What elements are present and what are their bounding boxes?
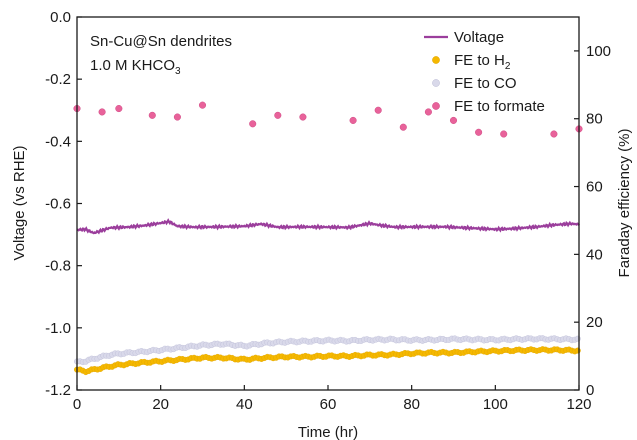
legend-marker-fe-to-formate — [432, 102, 440, 110]
x-tick-label-0: 0 — [73, 396, 81, 413]
y-right-tick-label-80: 80 — [586, 111, 603, 128]
y-axis-left-label: Voltage (vs RHE) — [11, 145, 28, 260]
annotation: Sn-Cu@Sn dendrites 1.0 M KHCO3 — [90, 33, 232, 77]
point-fe-to-formate-3 — [148, 111, 156, 119]
series-fe-to-h2 — [73, 346, 581, 376]
legend-label-fe-to-h: FE to H2 — [454, 52, 511, 72]
legend-label-fe-to-co: FE to CO — [454, 75, 517, 92]
series-fe-to-formate — [73, 101, 583, 138]
series-voltage-line — [76, 218, 580, 235]
legend-marker-fe-to-co — [432, 79, 440, 87]
y-axis-right-label: Faraday efficiency (%) — [616, 129, 633, 278]
y-left-tick-label--0.2: -0.2 — [45, 71, 71, 88]
y-left-tick-label--0.8: -0.8 — [45, 258, 71, 275]
y-left-tick-label-0: 0.0 — [50, 9, 71, 26]
point-fe-to-formate-7 — [274, 111, 282, 119]
point-fe-to-h2-171 — [574, 347, 581, 354]
plot-marks — [73, 101, 583, 376]
point-fe-to-formate-10 — [374, 106, 382, 114]
point-fe-to-formate-14 — [475, 128, 483, 136]
point-fe-to-formate-9 — [349, 116, 357, 124]
x-tick-label-80: 80 — [403, 396, 420, 413]
annotation-subscript: 3 — [175, 66, 181, 77]
x-tick-label-120: 120 — [566, 396, 591, 413]
x-tick-label-20: 20 — [152, 396, 169, 413]
point-fe-to-formate-5 — [198, 101, 207, 109]
point-fe-to-formate-2 — [115, 105, 123, 113]
axes: 0 20 40 60 80 100 120 0.0 -0.2 -0.4 -0.6 -0.8 -1.0 -1… — [45, 9, 611, 413]
y-right-tick-label-20: 20 — [586, 314, 603, 331]
point-fe-to-formate-16 — [550, 130, 558, 138]
point-fe-to-formate-13 — [449, 116, 458, 124]
x-tick-label-40: 40 — [236, 396, 253, 413]
y-right-tick-label-0: 0 — [586, 382, 594, 399]
y-left-tick-label--1: -1.0 — [45, 320, 71, 337]
legend-label-fe-to-formate: FE to formate — [454, 98, 545, 115]
legend: Voltage FE to H2 FE to CO FE to formate — [424, 29, 545, 115]
point-fe-to-formate-11 — [399, 123, 407, 131]
point-fe-to-formate-12 — [424, 108, 432, 116]
point-fe-to-formate-4 — [173, 113, 181, 121]
legend-label-voltage: Voltage — [454, 29, 504, 46]
point-fe-to-formate-8 — [299, 113, 307, 121]
series-fe-to-co — [73, 335, 581, 366]
y-left-tick-label--1.2: -1.2 — [45, 382, 71, 399]
y-left-tick-label--0.4: -0.4 — [45, 133, 71, 150]
x-tick-label-100: 100 — [483, 396, 508, 413]
x-axis-label: Time (hr) — [298, 424, 358, 440]
y-right-tick-label-100: 100 — [586, 43, 611, 60]
legend-marker-fe-to-h — [432, 56, 440, 64]
point-fe-to-formate-15 — [500, 130, 508, 138]
annotation-line-2: 1.0 M KHCO3 — [90, 57, 181, 77]
point-fe-to-formate-1 — [98, 108, 106, 116]
y-left-tick-label--0.6: -0.6 — [45, 196, 71, 213]
x-tick-label-60: 60 — [320, 396, 337, 413]
y-right-tick-label-60: 60 — [586, 179, 603, 196]
annotation-line-1: Sn-Cu@Sn dendrites — [90, 33, 232, 50]
point-fe-to-formate-6 — [249, 120, 257, 128]
point-fe-to-co-171 — [574, 335, 581, 342]
y-right-tick-label-40: 40 — [586, 246, 603, 263]
